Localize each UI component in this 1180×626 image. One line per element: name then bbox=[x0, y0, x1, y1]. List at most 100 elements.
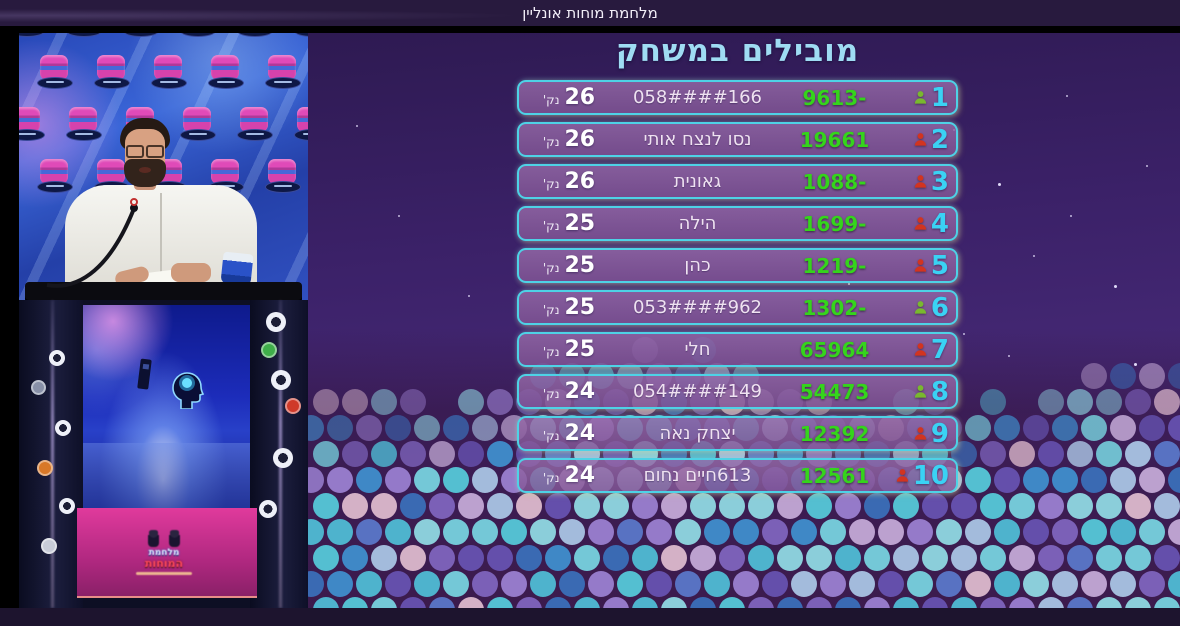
points-number: 25 bbox=[564, 337, 596, 362]
score-value: 19661 bbox=[799, 127, 870, 152]
logo-figures-icon bbox=[114, 530, 214, 547]
leaderboard-row: 7 65964 חלי 25 נק' bbox=[517, 332, 958, 367]
leaderboard-rows: 1 -9613 058####166 26 נק' 2 19661 bbox=[517, 80, 958, 500]
rank-number: 2 bbox=[930, 124, 949, 155]
logo-line2: המוחות bbox=[144, 557, 184, 570]
brand-badge bbox=[37, 55, 73, 89]
podium-front-panel bbox=[77, 508, 257, 598]
pillar-button-icon bbox=[59, 498, 75, 514]
rank-group: 9 bbox=[887, 421, 956, 447]
points: 24 נק' bbox=[519, 379, 613, 404]
rank-number: 4 bbox=[930, 208, 949, 239]
logo-line1: מלחמת bbox=[148, 548, 180, 558]
brand-badge bbox=[265, 159, 301, 193]
rank-number: 7 bbox=[930, 334, 949, 365]
brand-badge bbox=[237, 107, 273, 141]
score-value: -1088 bbox=[802, 169, 867, 194]
rank-number: 9 bbox=[930, 418, 949, 449]
bottom-bar bbox=[0, 608, 1180, 626]
leaderboard-row: 6 -1302 053####962 25 נק' bbox=[517, 290, 958, 325]
pillar-button-icon bbox=[41, 538, 57, 554]
user-icon bbox=[913, 426, 928, 441]
user-icon bbox=[913, 342, 928, 357]
host-mouth bbox=[139, 167, 151, 173]
brand-badge bbox=[294, 107, 308, 141]
pillar-button-icon bbox=[266, 312, 286, 332]
pillar-button-icon bbox=[37, 460, 53, 476]
points-unit: נק' bbox=[542, 303, 560, 317]
brand-badge bbox=[94, 55, 130, 89]
score-value: -1219 bbox=[802, 253, 867, 278]
brand-badge bbox=[265, 55, 301, 89]
rank-number: 8 bbox=[930, 376, 949, 407]
user-icon bbox=[913, 258, 928, 273]
rank-number: 5 bbox=[930, 250, 949, 281]
points-unit: נק' bbox=[542, 387, 560, 401]
user-icon bbox=[913, 132, 928, 147]
player-name: חלי bbox=[684, 339, 711, 360]
points: 25 נק' bbox=[519, 337, 613, 362]
pillar-button-icon bbox=[55, 420, 71, 436]
score-value: 65964 bbox=[799, 337, 870, 362]
user-icon bbox=[913, 384, 928, 399]
pillar-button-icon bbox=[31, 380, 46, 395]
brain-head-icon bbox=[137, 358, 205, 409]
points-number: 25 bbox=[564, 295, 596, 320]
user-icon bbox=[913, 90, 928, 105]
host-beard bbox=[124, 159, 166, 187]
logo-tagline-bar bbox=[136, 572, 192, 575]
points-number: 25 bbox=[564, 253, 596, 278]
score-value: 12561 bbox=[799, 463, 870, 488]
points-number: 24 bbox=[564, 379, 596, 404]
rank-group: 1 bbox=[887, 85, 956, 111]
points-unit: נק' bbox=[542, 219, 560, 233]
brand-badge bbox=[208, 55, 244, 89]
player-name: כהן bbox=[684, 255, 711, 276]
studio-backdrop bbox=[19, 33, 308, 300]
podium: מלחמת המוחות bbox=[19, 300, 308, 608]
leaderboard-row: 5 -1219 כהן 25 נק' bbox=[517, 248, 958, 283]
rank-group: 3 bbox=[887, 169, 956, 195]
rank-group: 10 bbox=[887, 463, 956, 489]
player-name: 054####149 bbox=[632, 381, 763, 402]
points-number: 25 bbox=[564, 211, 596, 236]
rank-group: 4 bbox=[887, 211, 956, 237]
brand-badge bbox=[66, 107, 102, 141]
pillar-button-icon bbox=[49, 350, 65, 366]
brand-badge bbox=[37, 159, 73, 193]
pillar-button-icon bbox=[271, 370, 291, 390]
player-name: גאונית bbox=[673, 171, 722, 192]
leaderboard-title: מובילים במשחק bbox=[615, 33, 860, 69]
score-value: -1302 bbox=[802, 295, 867, 320]
rank-group: 8 bbox=[887, 379, 956, 405]
rank-number: 1 bbox=[930, 82, 949, 113]
points-unit: נק' bbox=[542, 471, 560, 485]
player-name: נסו לנצח אותי bbox=[643, 129, 752, 150]
user-icon bbox=[913, 174, 928, 189]
brand-badge bbox=[151, 55, 187, 89]
show-title: מלחמת מוחות אונליין bbox=[522, 4, 658, 22]
points: 24 נק' bbox=[519, 463, 613, 488]
rank-group: 7 bbox=[887, 337, 956, 363]
leaderboard-row: 1 -9613 058####166 26 נק' bbox=[517, 80, 958, 115]
rank-group: 6 bbox=[887, 295, 956, 321]
rank-group: 2 bbox=[887, 127, 956, 153]
points-unit: נק' bbox=[542, 429, 560, 443]
points-number: 24 bbox=[564, 421, 596, 446]
leaderboard-row: 8 54473 054####149 24 נק' bbox=[517, 374, 958, 409]
rank-group: 5 bbox=[887, 253, 956, 279]
points-number: 24 bbox=[564, 463, 596, 488]
score-value: -1699 bbox=[802, 211, 867, 236]
leaderboard-panel: מובילים במשחק 1 -9613 058####166 26 נק' … bbox=[308, 33, 1180, 608]
podium-screen bbox=[83, 305, 250, 508]
score-value: 12392 bbox=[799, 421, 870, 446]
host-right-hand bbox=[171, 263, 211, 282]
points-unit: נק' bbox=[542, 135, 560, 149]
host-video-feed: מלחמת המוחות bbox=[19, 33, 308, 608]
user-icon bbox=[913, 216, 928, 231]
pillar-button-icon bbox=[285, 398, 301, 414]
points: 25 נק' bbox=[519, 295, 613, 320]
leaderboard-row: 2 19661 נסו לנצח אותי 26 נק' bbox=[517, 122, 958, 157]
points-unit: נק' bbox=[542, 345, 560, 359]
player-name: 058####166 bbox=[632, 87, 763, 108]
